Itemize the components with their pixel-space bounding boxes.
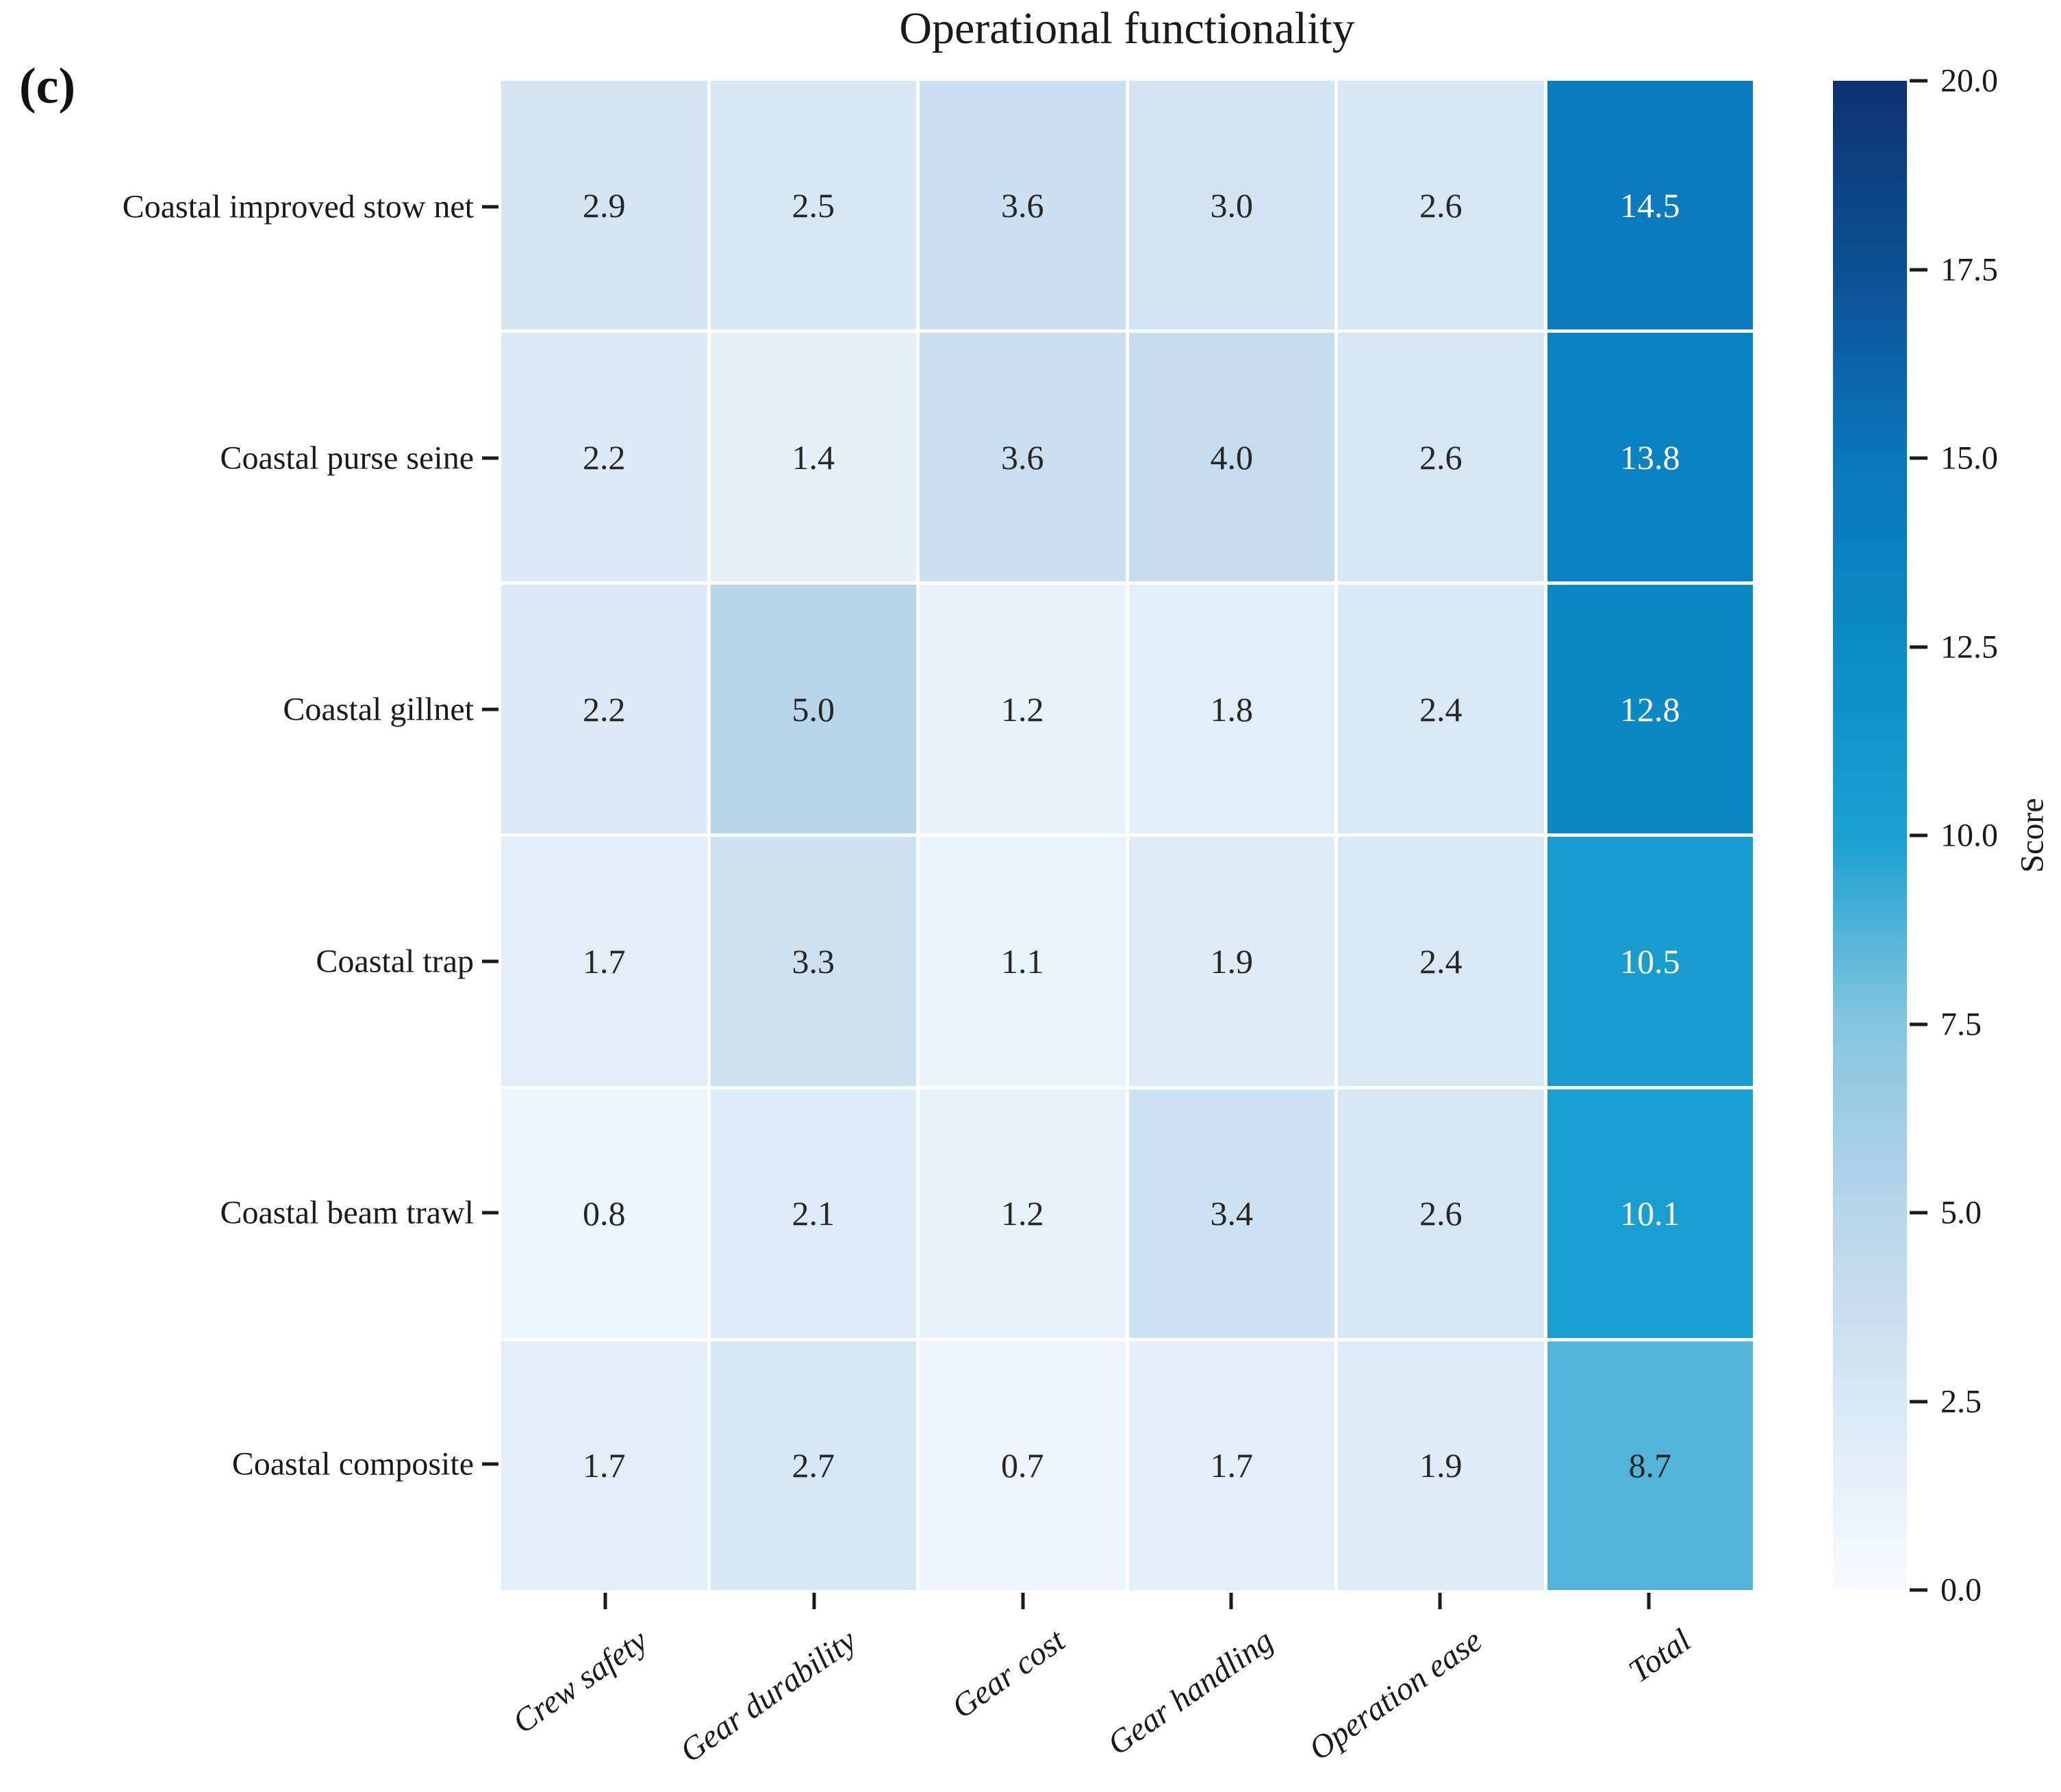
heatmap-cell-r0c1: 2.5 xyxy=(710,81,916,330)
heatmap-cell-r5c5: 8.7 xyxy=(1547,1341,1753,1590)
colorbar-tick-label: 5.0 xyxy=(1940,1194,1982,1231)
colorbar-tick-label: 15.0 xyxy=(1940,440,1998,477)
heatmap-cell-r4c1: 2.1 xyxy=(710,1089,916,1338)
heatmap-cell-r1c0: 2.2 xyxy=(501,333,707,582)
colorbar-tick-label: 0.0 xyxy=(1940,1572,1982,1608)
colorbar-tick-mark xyxy=(1910,456,1927,460)
heatmap-cell-r3c0: 1.7 xyxy=(501,837,707,1086)
heatmap-cell-r1c5: 13.8 xyxy=(1547,333,1753,582)
heatmap-cell-r5c3: 1.7 xyxy=(1128,1341,1335,1590)
heatmap-cell-r2c4: 2.4 xyxy=(1338,585,1544,834)
heatmap-cell-r0c3: 3.0 xyxy=(1128,81,1335,330)
heatmap-cell-r5c0: 1.7 xyxy=(501,1341,707,1590)
heatmap-cell-r4c0: 0.8 xyxy=(501,1089,707,1338)
heatmap-cell-r0c5: 14.5 xyxy=(1547,81,1753,330)
colorbar xyxy=(1833,81,1907,1590)
x-tick-mark xyxy=(1438,1593,1442,1609)
colorbar-tick-mark xyxy=(1910,1400,1927,1403)
y-tick-label: Coastal improved stow net xyxy=(122,188,474,225)
heatmap-cell-r1c4: 2.6 xyxy=(1338,333,1544,582)
y-tick-mark xyxy=(482,1462,498,1466)
y-tick-label: Coastal gillnet xyxy=(283,691,474,728)
x-tick-mark xyxy=(603,1593,607,1609)
heatmap-cell-r0c0: 2.9 xyxy=(501,81,707,330)
x-tick-mark xyxy=(1647,1593,1651,1609)
heatmap-cell-r4c2: 1.2 xyxy=(920,1089,1126,1338)
heatmap-cell-r3c3: 1.9 xyxy=(1128,837,1335,1086)
heatmap-cell-r3c4: 2.4 xyxy=(1338,837,1544,1086)
y-tick-label: Coastal beam trawl xyxy=(220,1194,474,1231)
heatmap-cell-r2c5: 12.8 xyxy=(1547,585,1753,834)
heatmap-cell-r4c3: 3.4 xyxy=(1128,1089,1335,1338)
y-tick-mark xyxy=(482,959,498,963)
heatmap-cell-r1c1: 1.4 xyxy=(710,333,916,582)
y-tick-label: Coastal composite xyxy=(231,1446,474,1482)
colorbar-tick-mark xyxy=(1910,645,1927,648)
heatmap-cell-r2c0: 2.2 xyxy=(501,585,707,834)
colorbar-tick-mark xyxy=(1910,833,1927,837)
heatmap-cell-r5c1: 2.7 xyxy=(710,1341,916,1590)
x-tick-mark xyxy=(812,1593,816,1609)
chart-title: Operational functionality xyxy=(899,3,1355,53)
y-tick-mark xyxy=(482,1211,498,1215)
heatmap-cell-r4c4: 2.6 xyxy=(1338,1089,1544,1338)
y-tick-label: Coastal trap xyxy=(316,943,474,980)
colorbar-tick-mark xyxy=(1910,1211,1927,1215)
heatmap-cell-r1c2: 3.6 xyxy=(920,333,1126,582)
y-tick-mark xyxy=(482,456,498,460)
heatmap-cell-r3c2: 1.1 xyxy=(920,837,1126,1086)
colorbar-tick-label: 2.5 xyxy=(1940,1383,1982,1419)
heatmap-grid: 2.9 2.5 3.6 3.0 2.6 14.5 2.2 1.4 3.6 4.0 2.6 13.8 2.… xyxy=(501,81,1753,1590)
heatmap-cell-r4c5: 10.1 xyxy=(1547,1089,1753,1338)
colorbar-tick-label: 20.0 xyxy=(1940,62,1998,99)
heatmap-cell-r5c2: 0.7 xyxy=(920,1341,1126,1590)
colorbar-tick-label: 12.5 xyxy=(1940,629,1998,665)
x-tick-mark xyxy=(1229,1593,1233,1609)
y-tick-mark xyxy=(482,707,498,711)
colorbar-tick-label: 10.0 xyxy=(1940,817,1998,854)
colorbar-label: Score xyxy=(2014,798,2051,873)
heatmap-cell-r2c2: 1.2 xyxy=(920,585,1126,834)
colorbar-tick-mark xyxy=(1910,79,1927,83)
colorbar-tick-label: 17.5 xyxy=(1940,251,1998,288)
heatmap-cell-r2c3: 1.8 xyxy=(1128,585,1335,834)
panel-label: (c) xyxy=(19,58,76,114)
y-tick-label: Coastal purse seine xyxy=(220,440,474,477)
colorbar-tick-label: 7.5 xyxy=(1940,1006,1982,1042)
heatmap-cell-r2c1: 5.0 xyxy=(710,585,916,834)
y-tick-mark xyxy=(482,205,498,209)
heatmap-cell-r3c5: 10.5 xyxy=(1547,837,1753,1086)
x-tick-mark xyxy=(1021,1593,1025,1609)
heatmap-cell-r0c4: 2.6 xyxy=(1338,81,1544,330)
colorbar-tick-mark xyxy=(1910,1022,1927,1026)
colorbar-tick-mark xyxy=(1910,268,1927,271)
heatmap-cell-r1c3: 4.0 xyxy=(1128,333,1335,582)
x-tick-label: Crew safety xyxy=(506,1621,655,1741)
heatmap-cell-r0c2: 3.6 xyxy=(920,81,1126,330)
colorbar-tick-mark xyxy=(1910,1588,1927,1592)
heatmap-cell-r5c4: 1.9 xyxy=(1338,1341,1544,1590)
heatmap-cell-r3c1: 3.3 xyxy=(710,837,916,1086)
